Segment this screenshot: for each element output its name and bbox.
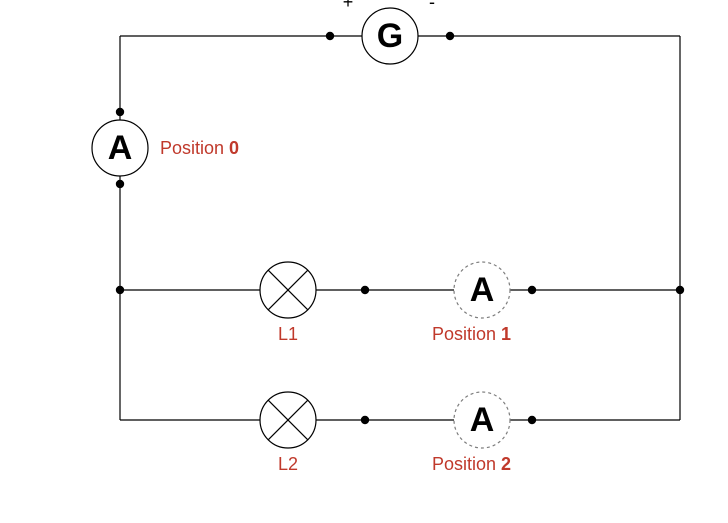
ammeter-2: A bbox=[454, 392, 510, 448]
generator-letter: G bbox=[377, 17, 403, 55]
ammeter-0-letter: A bbox=[108, 129, 133, 167]
lamp-1 bbox=[260, 262, 316, 318]
label-group: + - Position 0 L1 L2 Position 1 Position 2 bbox=[160, 0, 511, 474]
gen-minus-sign: - bbox=[429, 0, 435, 12]
label-position-1: Position 1 bbox=[432, 324, 511, 344]
label-position-0: Position 0 bbox=[160, 138, 239, 158]
component-group: G A A A bbox=[92, 8, 510, 448]
generator: G bbox=[362, 8, 418, 64]
label-l1: L1 bbox=[278, 324, 298, 344]
ammeter-1: A bbox=[454, 262, 510, 318]
lamp-2 bbox=[260, 392, 316, 448]
wire-group bbox=[120, 36, 680, 420]
ammeter-2-letter: A bbox=[470, 401, 495, 439]
ammeter-0: A bbox=[92, 120, 148, 176]
label-l2: L2 bbox=[278, 454, 298, 474]
label-position-2: Position 2 bbox=[432, 454, 511, 474]
gen-plus-sign: + bbox=[343, 0, 354, 12]
circuit-diagram: G A A A + - Position 0 L1 L2 Position 1 Position … bbox=[0, 0, 728, 523]
ammeter-1-letter: A bbox=[470, 271, 495, 309]
node-group bbox=[116, 32, 684, 424]
